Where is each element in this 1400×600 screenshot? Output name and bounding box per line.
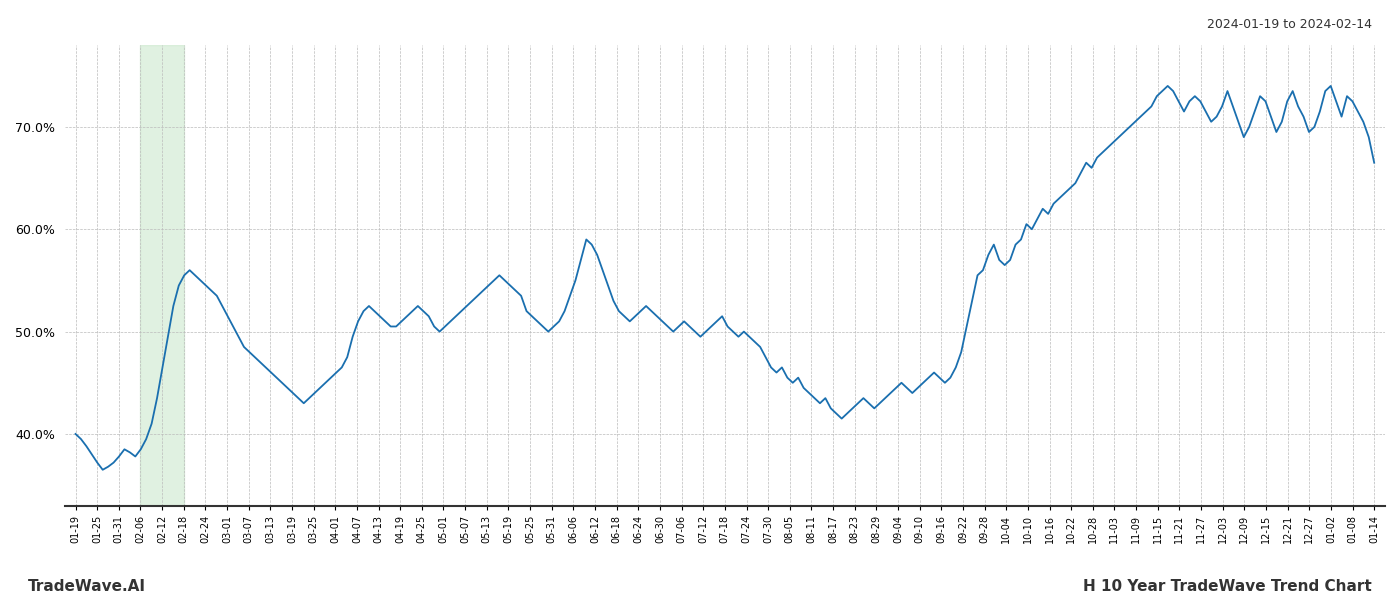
Text: TradeWave.AI: TradeWave.AI — [28, 579, 146, 594]
Text: H 10 Year TradeWave Trend Chart: H 10 Year TradeWave Trend Chart — [1084, 579, 1372, 594]
Text: 2024-01-19 to 2024-02-14: 2024-01-19 to 2024-02-14 — [1207, 18, 1372, 31]
Bar — [140, 45, 183, 506]
